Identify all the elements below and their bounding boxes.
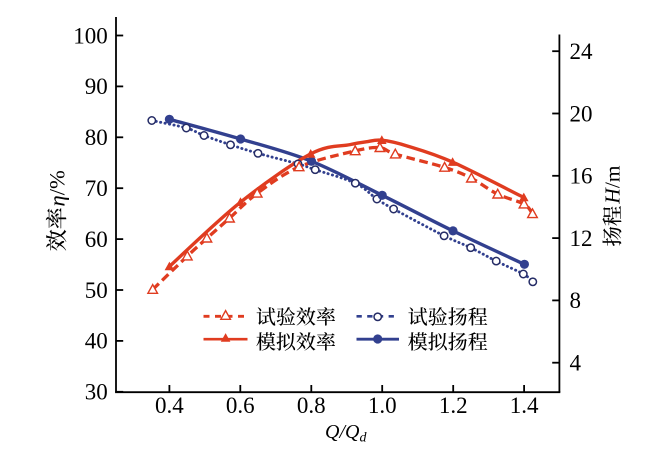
svg-text:100: 100 <box>73 23 108 48</box>
svg-text:40: 40 <box>85 329 108 354</box>
svg-text:20: 20 <box>570 101 593 126</box>
svg-text:η/%: η/% <box>45 170 70 206</box>
svg-text:12: 12 <box>570 226 593 251</box>
svg-text:1.0: 1.0 <box>368 393 397 418</box>
svg-text:24: 24 <box>570 39 594 64</box>
svg-text:60: 60 <box>85 227 108 252</box>
svg-text:1.2: 1.2 <box>439 393 468 418</box>
svg-text:30: 30 <box>85 380 108 405</box>
svg-text:50: 50 <box>85 278 108 303</box>
svg-text:0.8: 0.8 <box>297 393 326 418</box>
svg-text:0.4: 0.4 <box>155 393 184 418</box>
svg-text:16: 16 <box>570 164 593 189</box>
svg-text:90: 90 <box>85 74 108 99</box>
svg-text:8: 8 <box>570 288 582 313</box>
svg-text:80: 80 <box>85 125 108 150</box>
svg-text:H/m: H/m <box>601 165 625 205</box>
svg-text:4: 4 <box>570 351 582 376</box>
svg-text:1.4: 1.4 <box>510 393 539 418</box>
svg-text:0.6: 0.6 <box>226 393 255 418</box>
svg-text:70: 70 <box>85 176 108 201</box>
